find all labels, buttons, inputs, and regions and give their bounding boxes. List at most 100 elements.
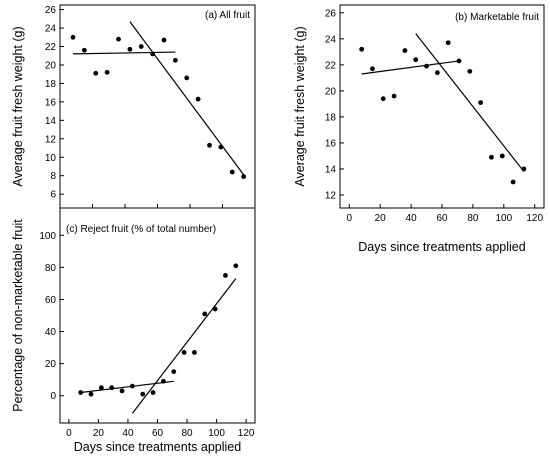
- data-point: [81, 47, 87, 53]
- data-point: [478, 100, 484, 105]
- x-tick-label: 0: [346, 213, 352, 224]
- data-point: [116, 36, 121, 42]
- y-axis-label: Average fruit fresh weight (g): [293, 26, 307, 186]
- data-point: [212, 306, 218, 312]
- fit-line: [361, 60, 460, 75]
- data-point: [161, 37, 167, 43]
- x-tick-label: 80: [467, 213, 479, 224]
- x-tick-label: 120: [526, 213, 543, 224]
- data-point: [391, 93, 397, 99]
- data-point: [233, 263, 239, 269]
- y-tick-label: 10: [45, 153, 57, 164]
- y-tick-label: 20: [325, 86, 337, 97]
- data-point: [370, 66, 375, 72]
- data-point: [104, 69, 110, 75]
- y-tick-label: 60: [45, 295, 57, 306]
- data-point: [171, 369, 177, 375]
- y-tick-label: 26: [45, 5, 57, 16]
- data-point: [402, 48, 408, 53]
- panel-title: (c) Reject fruit (% of total number): [66, 224, 216, 235]
- chart-panel-b: 12 14 16 18 20 22 24 26 0 20 40 60 80 100 120 (b) Marke…: [293, 4, 545, 254]
- x-tick-label: 40: [406, 213, 418, 224]
- data-point: [456, 58, 462, 64]
- x-tick-label: 40: [122, 428, 134, 439]
- data-point: [489, 154, 494, 160]
- y-tick-label: 8: [50, 171, 56, 182]
- data-point: [161, 378, 166, 384]
- y-tick-label: 0: [50, 391, 56, 402]
- chart-panel-a: 6 8 10 12 14 16 18 20 22 24 26 (a) All fruit Average…: [11, 4, 256, 209]
- x-tick-label: 80: [181, 428, 193, 439]
- y-tick-label: 14: [325, 164, 337, 175]
- y-tick-label: 12: [45, 134, 57, 145]
- y-tick-label: 14: [45, 116, 57, 127]
- data-point: [88, 391, 94, 397]
- data-point: [138, 44, 144, 49]
- data-point: [70, 34, 76, 40]
- x-tick-label: 60: [152, 428, 164, 439]
- panel-title: (b) Marketable fruit: [455, 12, 539, 23]
- y-tick-label: 24: [325, 34, 337, 45]
- data-point: [150, 390, 156, 395]
- y-tick-label: 22: [325, 60, 337, 71]
- data-point: [380, 96, 386, 102]
- y-tick-label: 20: [45, 60, 57, 71]
- y-tick-label: 16: [45, 97, 57, 108]
- fit-line: [129, 21, 245, 176]
- x-axis-label: Days since treatments applied: [358, 240, 525, 254]
- data-point: [223, 272, 228, 278]
- data-point: [184, 75, 190, 81]
- y-tick-label: 80: [45, 263, 57, 274]
- data-point: [510, 179, 516, 185]
- data-point: [109, 385, 115, 391]
- data-point: [241, 174, 247, 180]
- data-point: [119, 388, 125, 394]
- data-point: [93, 70, 99, 76]
- data-point: [218, 144, 224, 150]
- x-tick-label: 0: [66, 428, 72, 439]
- x-tick-label: 20: [93, 428, 105, 439]
- plot-frame: [59, 207, 256, 424]
- x-tick-label: 20: [375, 213, 387, 224]
- y-tick-label: 22: [45, 42, 57, 53]
- x-tick-label: 60: [436, 213, 448, 224]
- y-tick-label: 12: [325, 190, 337, 201]
- data-point: [499, 153, 505, 159]
- data-point: [413, 57, 419, 63]
- plot-frame: [339, 4, 545, 209]
- data-point: [172, 57, 178, 63]
- y-tick-label: 18: [325, 112, 337, 123]
- y-tick-label: 6: [50, 190, 56, 201]
- data-point: [129, 383, 135, 389]
- data-point: [359, 46, 365, 52]
- fit-line: [80, 380, 174, 394]
- data-point: [140, 391, 146, 397]
- x-tick-label: 100: [208, 428, 225, 439]
- x-tick-label: 100: [495, 213, 512, 224]
- chart-panel-c: 0 20 40 60 80 100 0 20 40 60 80 100 120 (c) Reject fr…: [11, 207, 256, 454]
- x-tick-label: 120: [238, 428, 255, 439]
- data-point: [98, 385, 104, 391]
- data-point: [467, 68, 473, 74]
- plot-frame: [59, 4, 256, 209]
- x-axis-label: Days since treatments applied: [74, 440, 241, 454]
- panel-title: (a) All fruit: [205, 10, 250, 21]
- data-point: [229, 169, 235, 175]
- data-point: [424, 63, 429, 69]
- data-point: [202, 311, 208, 317]
- data-point: [521, 166, 527, 172]
- y-tick-label: 40: [45, 327, 57, 338]
- fit-line: [72, 51, 176, 55]
- y-tick-label: 26: [325, 8, 337, 19]
- y-axis-label: Average fruit fresh weight (g): [11, 26, 25, 186]
- data-point: [445, 40, 451, 46]
- y-tick-label: 100: [39, 231, 56, 242]
- y-axis-label: Percentage of non-marketable fruit: [11, 219, 25, 412]
- data-point: [434, 70, 440, 76]
- data-point: [207, 142, 212, 148]
- data-point: [195, 96, 201, 102]
- y-tick-label: 20: [45, 359, 57, 370]
- y-tick-label: 18: [45, 79, 57, 90]
- data-point: [181, 350, 187, 355]
